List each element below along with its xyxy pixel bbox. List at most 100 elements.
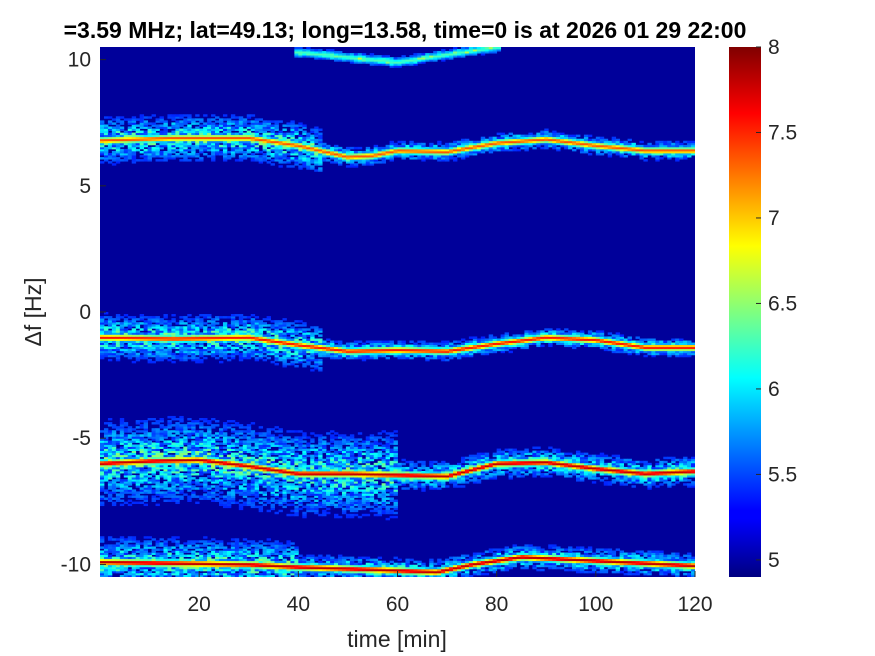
heatmap-cell (310, 356, 315, 360)
heatmap-cell (330, 354, 335, 358)
heatmap-cell (219, 138, 224, 142)
heatmap-cell (103, 558, 109, 562)
heatmap-cell (107, 322, 113, 325)
heatmap-cell (222, 464, 228, 468)
heatmap-cell (143, 471, 148, 474)
heatmap-cell (250, 159, 256, 162)
heatmap-cell (171, 462, 176, 466)
heatmap-cell (270, 562, 275, 566)
heatmap-cell (250, 560, 256, 564)
heatmap-cell (266, 332, 271, 335)
heatmap-cell (203, 148, 208, 152)
heatmap-cell (143, 424, 148, 427)
heatmap-cell (167, 153, 172, 156)
heatmap-cell (111, 320, 117, 323)
heatmap-cell (139, 458, 145, 462)
heatmap-cell (163, 314, 168, 317)
heatmap-cell (199, 418, 204, 421)
heatmap-cell (147, 342, 152, 346)
heatmap-cell (242, 332, 248, 335)
heatmap-cell (242, 326, 248, 329)
heatmap-cell (270, 126, 275, 129)
heatmap-cell (111, 338, 117, 341)
heatmap-cell (282, 471, 287, 474)
heatmap-cells (100, 47, 695, 577)
heatmap-cell (234, 464, 240, 468)
heatmap-cell (302, 330, 307, 333)
heatmap-cell (147, 358, 152, 362)
heatmap-cell (183, 483, 188, 486)
heatmap-cell (318, 440, 323, 443)
heatmap-cell (115, 348, 121, 352)
heatmap-cell (330, 477, 335, 480)
heatmap-cell (258, 432, 264, 435)
heatmap-cell (103, 432, 109, 435)
heatmap-cell (127, 458, 133, 462)
heatmap-cell (147, 126, 152, 129)
heatmap-cell (262, 570, 267, 574)
heatmap-cell (274, 477, 279, 480)
heatmap-cell (306, 493, 311, 496)
heatmap-cell (254, 346, 260, 350)
heatmap-cell (131, 491, 137, 494)
heatmap-cell (290, 462, 295, 466)
heatmap-cell (286, 322, 291, 325)
heatmap-cell (215, 560, 220, 564)
heatmap-cell (111, 344, 117, 348)
heatmap-cell (302, 473, 307, 476)
heatmap-cell (211, 473, 216, 476)
heatmap-cell (215, 116, 220, 119)
heatmap-cell (314, 511, 319, 515)
heatmap-cell (278, 142, 283, 146)
heatmap-cell (258, 440, 264, 443)
heatmap-cell (135, 501, 141, 505)
heatmap-cell (187, 336, 192, 339)
heatmap-cell (175, 432, 180, 435)
heatmap-cell (203, 493, 208, 496)
heatmap-cell (207, 442, 212, 445)
heatmap-cell (175, 436, 180, 439)
heatmap-cell (246, 336, 252, 339)
heatmap-cell (322, 564, 327, 568)
heatmap-cell (191, 442, 196, 445)
heatmap-cell (175, 138, 180, 142)
heatmap-cell (100, 538, 105, 541)
heatmap-cell (314, 434, 319, 437)
heatmap-cell (302, 362, 307, 366)
heatmap-cell (314, 348, 319, 352)
heatmap-cell (203, 146, 208, 150)
heatmap-cell (222, 473, 228, 476)
heatmap-cell (103, 352, 109, 356)
heatmap-cell (266, 446, 271, 449)
heatmap-cell (314, 155, 319, 158)
heatmap-cell (270, 489, 275, 492)
heatmap-cell (250, 452, 256, 456)
heatmap-cell (219, 568, 224, 572)
heatmap-cell (107, 434, 113, 437)
heatmap-cell (135, 348, 141, 352)
heatmap-cell (183, 428, 188, 431)
heatmap-cell (167, 495, 172, 498)
heatmap-cell (254, 336, 260, 339)
heatmap-cell (171, 114, 176, 117)
heatmap-cell (338, 505, 343, 509)
heatmap-cell (302, 489, 307, 492)
heatmap-cell (167, 358, 172, 362)
heatmap-cell (151, 344, 156, 348)
heatmap-cell (226, 468, 232, 472)
heatmap-cell (302, 556, 307, 560)
heatmap-cell (211, 440, 216, 443)
heatmap-cell (135, 572, 141, 576)
heatmap-cell (111, 328, 117, 331)
heatmap-cell (199, 450, 204, 454)
heatmap-cell (262, 554, 267, 558)
heatmap-cell (207, 462, 212, 466)
heatmap-cell (298, 485, 303, 488)
heatmap-cell (282, 454, 287, 458)
heatmap-cell (250, 128, 256, 131)
heatmap-cell (258, 128, 264, 131)
heatmap-cell (211, 554, 216, 558)
heatmap-cell (258, 464, 264, 468)
heatmap-cell (107, 320, 113, 323)
heatmap-cell (274, 495, 279, 498)
